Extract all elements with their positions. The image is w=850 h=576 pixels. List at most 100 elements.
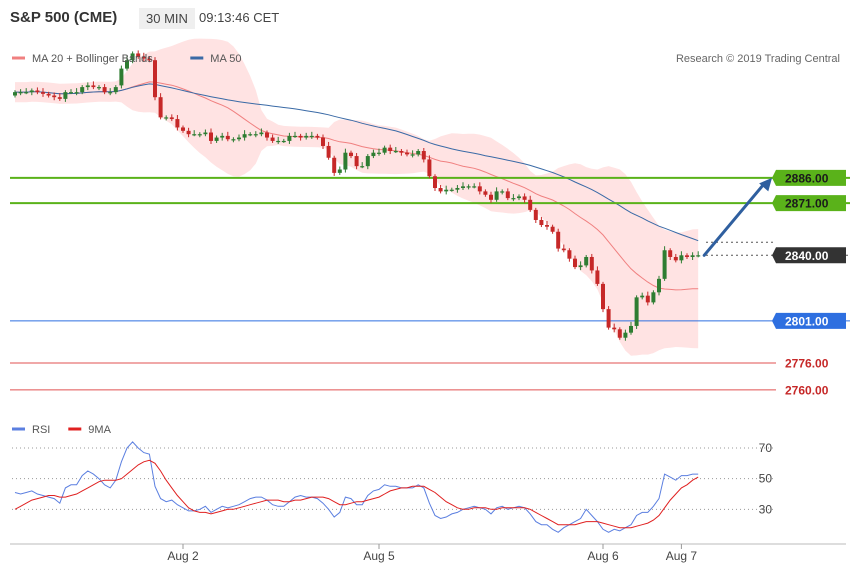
candle-body bbox=[505, 191, 510, 199]
candle-body bbox=[539, 219, 544, 226]
candle-body bbox=[640, 295, 645, 298]
candle-body bbox=[388, 147, 393, 152]
candle-body bbox=[673, 256, 678, 261]
time-tick-label: Aug 2 bbox=[167, 549, 199, 563]
candle-body bbox=[561, 248, 566, 251]
candle-body bbox=[545, 225, 549, 227]
candle-body bbox=[337, 169, 342, 173]
candle-body bbox=[85, 85, 90, 88]
candle-body bbox=[315, 135, 320, 138]
candle-body bbox=[113, 87, 118, 93]
candle-body bbox=[466, 186, 471, 188]
forecast-arrow-head bbox=[759, 177, 772, 192]
candle-body bbox=[651, 292, 656, 303]
candle-body bbox=[578, 265, 583, 268]
candle-body bbox=[119, 68, 124, 86]
candle-body bbox=[147, 58, 152, 61]
candle-body bbox=[461, 186, 465, 189]
candle-body bbox=[18, 92, 23, 94]
candle-body bbox=[696, 255, 701, 257]
candle-body bbox=[421, 151, 426, 160]
bollinger-bands-area bbox=[15, 38, 699, 356]
candle-body bbox=[237, 137, 241, 140]
rsi-series-9MA bbox=[14, 459, 699, 529]
candle-body bbox=[153, 60, 157, 98]
time-tick-label: Aug 7 bbox=[666, 549, 698, 563]
candle-body bbox=[108, 92, 113, 94]
candle-body bbox=[416, 151, 421, 155]
candle-body bbox=[102, 87, 107, 93]
candle-body bbox=[46, 93, 51, 96]
candle-body bbox=[405, 152, 409, 155]
rsi-legend-label: 9MA bbox=[88, 424, 111, 436]
candle-body bbox=[567, 250, 572, 259]
candle-body bbox=[433, 176, 437, 189]
candle-body bbox=[304, 135, 309, 138]
candle-body bbox=[601, 283, 605, 310]
candle-body bbox=[125, 60, 129, 69]
candle-body bbox=[377, 152, 381, 154]
time-tick-label: Aug 6 bbox=[587, 549, 619, 563]
level-label-support: 2776.00 bbox=[785, 356, 829, 370]
forecast-arrow-shaft bbox=[702, 182, 766, 257]
candle-body bbox=[41, 92, 45, 94]
candle-body bbox=[158, 97, 163, 118]
candle-body bbox=[276, 140, 281, 143]
candle-body bbox=[97, 87, 101, 89]
candle-body bbox=[270, 137, 275, 141]
candle-body bbox=[657, 278, 661, 293]
candle-body bbox=[343, 152, 348, 170]
candle-body bbox=[528, 199, 533, 210]
candle-body bbox=[242, 134, 247, 138]
candle-body bbox=[321, 137, 325, 146]
candle-body bbox=[645, 295, 650, 303]
level-label-resistance: 2871.00 bbox=[785, 197, 829, 211]
level-label-pivot: 2801.00 bbox=[785, 314, 829, 328]
candle-body bbox=[169, 117, 174, 120]
candle-body bbox=[477, 186, 482, 192]
level-tag-resistance bbox=[772, 195, 846, 212]
candle-body bbox=[326, 145, 331, 158]
candle-body bbox=[259, 132, 264, 135]
candle-body bbox=[141, 56, 146, 59]
time-tick-label: Aug 5 bbox=[363, 549, 395, 563]
candle-body bbox=[231, 139, 236, 141]
candle-body bbox=[685, 255, 689, 257]
rsi-panel: RSI 9MA 70 50 30 bbox=[12, 424, 776, 533]
candle-body bbox=[623, 332, 628, 338]
candle-body bbox=[63, 92, 68, 99]
candle-body bbox=[483, 191, 488, 195]
candle-body bbox=[606, 309, 611, 328]
level-label-resistance: 2886.00 bbox=[785, 171, 829, 185]
interval-badge[interactable]: 30 MIN bbox=[139, 8, 195, 29]
candle-body bbox=[293, 135, 297, 138]
candle-body bbox=[517, 196, 521, 199]
candle-body bbox=[91, 85, 96, 88]
candle-body bbox=[192, 134, 197, 136]
legend-label: MA 20 + Bollinger Bands bbox=[32, 53, 153, 65]
candle-body bbox=[511, 198, 516, 200]
candle-body bbox=[80, 87, 85, 93]
candle-body bbox=[130, 53, 135, 61]
candle-body bbox=[298, 135, 303, 138]
candle-body bbox=[662, 250, 667, 279]
candle-body bbox=[371, 152, 376, 157]
candle-body bbox=[634, 297, 639, 326]
candle-body bbox=[589, 256, 594, 271]
candle-body bbox=[136, 53, 141, 57]
candle-body bbox=[410, 154, 415, 156]
candle-body bbox=[679, 255, 684, 261]
candle-body bbox=[444, 189, 449, 192]
candle-body bbox=[349, 152, 353, 157]
candle-body bbox=[281, 140, 286, 143]
candle-body bbox=[354, 156, 359, 167]
candle-body bbox=[489, 194, 493, 200]
candle-body bbox=[332, 157, 337, 173]
candle-body bbox=[225, 135, 230, 140]
header: S&P 500 (CME) 30 MIN 09:13:46 CET bbox=[0, 0, 850, 36]
candle-body bbox=[181, 127, 185, 131]
watermark: Research © 2019 Trading Central bbox=[676, 53, 840, 65]
level-tag-resistance bbox=[772, 169, 846, 186]
candle-body bbox=[214, 137, 219, 141]
candle-body bbox=[175, 119, 180, 128]
